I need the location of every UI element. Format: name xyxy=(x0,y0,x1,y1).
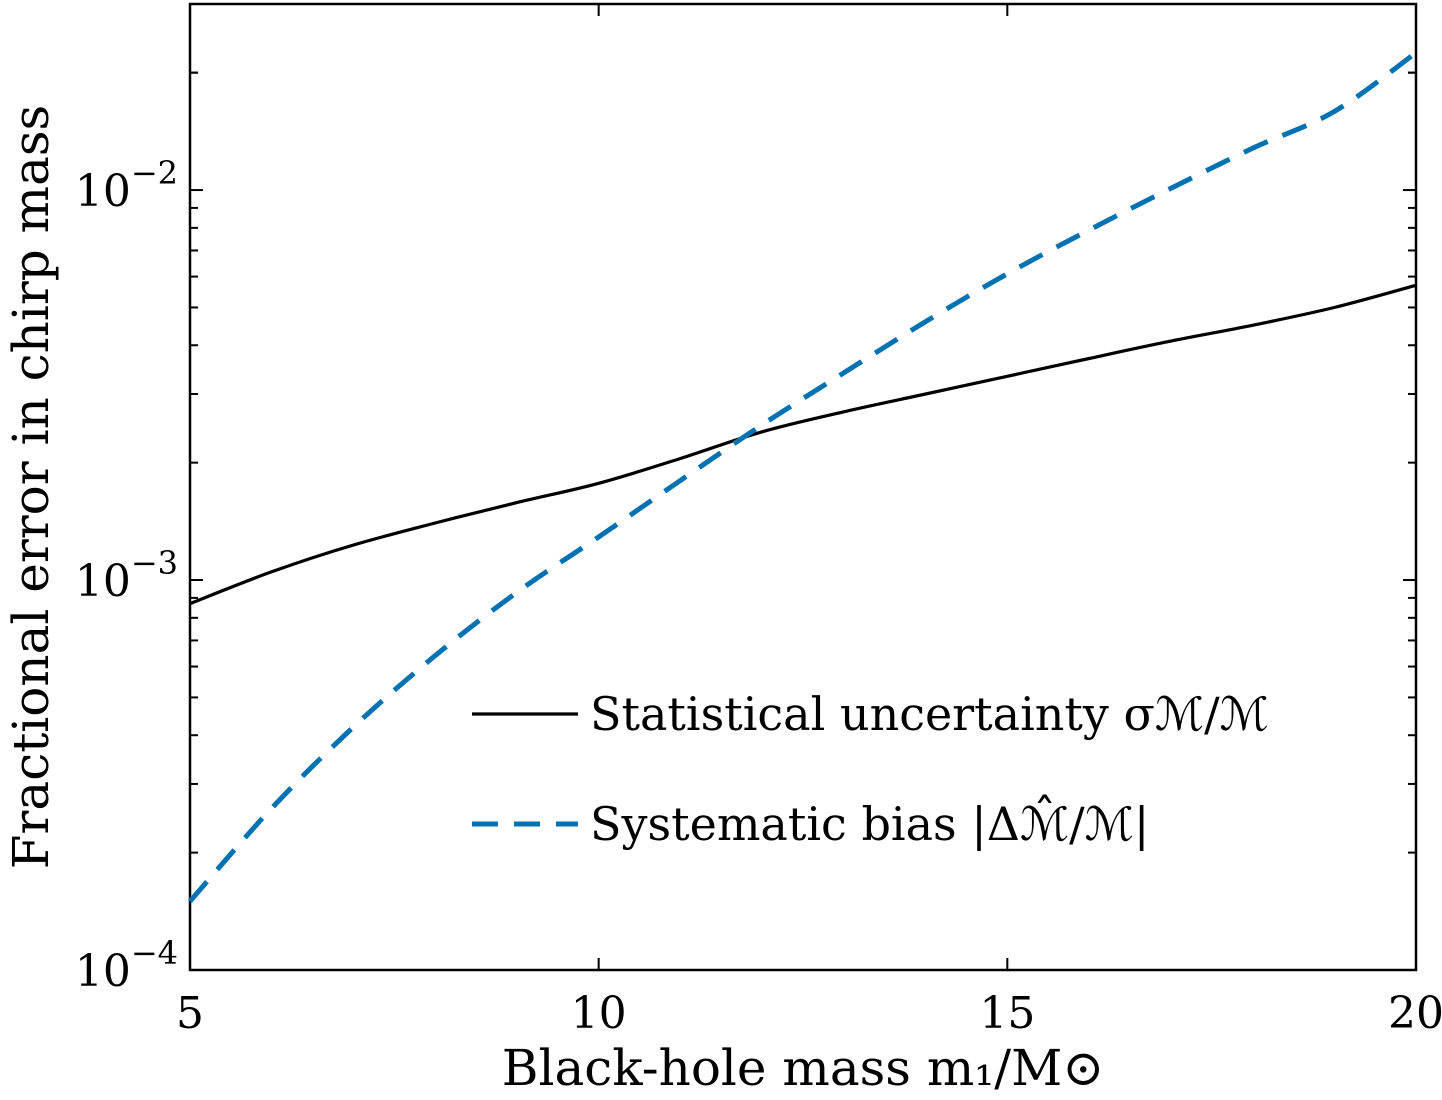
legend-label: Systematic bias |Δℳ̂/ℳ| xyxy=(590,795,1149,851)
x-axis-label: Black-hole mass m₁/M⊙ xyxy=(502,1039,1104,1097)
y-tick-label: 10−3 xyxy=(75,544,178,607)
plot-frame xyxy=(188,2,1418,972)
legend-label: Statistical uncertainty σℳ/ℳ xyxy=(590,687,1269,741)
x-tick-label: 10 xyxy=(571,988,627,1039)
y-axis-label: Fractional error in chirp mass xyxy=(2,105,60,869)
x-tick-label: 5 xyxy=(176,988,204,1039)
y-tick-label: 10−4 xyxy=(75,934,178,997)
legend: Statistical uncertainty σℳ/ℳ Systematic b… xyxy=(472,687,1269,851)
axes xyxy=(188,2,1418,972)
y-tick-label: 10−2 xyxy=(75,154,178,217)
labels: 5 10 15 20 10−4 10−3 10−2 Black-hole mass m₁/M⊙… xyxy=(2,105,1442,1097)
x-tick-label: 15 xyxy=(979,988,1035,1039)
statistical-uncertainty-line xyxy=(189,283,1417,606)
x-tick-label: 20 xyxy=(1388,988,1442,1039)
series-layer xyxy=(188,50,1418,903)
systematic-bias-line xyxy=(188,50,1418,903)
